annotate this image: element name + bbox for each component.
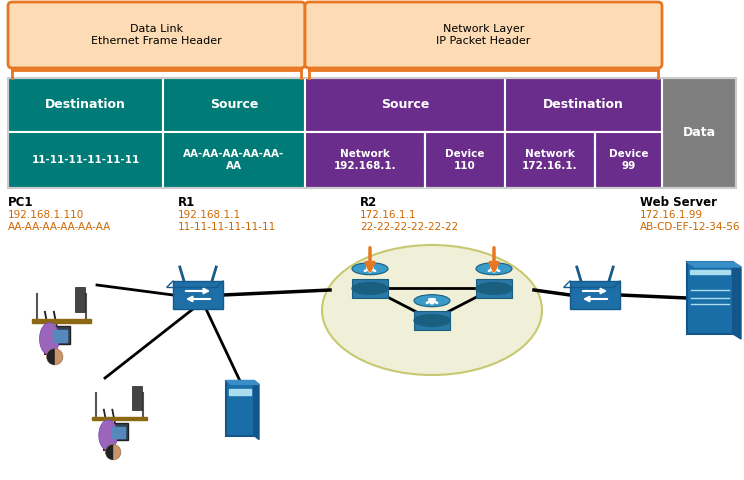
Polygon shape — [229, 388, 251, 395]
FancyBboxPatch shape — [8, 2, 305, 68]
Ellipse shape — [414, 295, 450, 307]
Wedge shape — [106, 444, 113, 460]
Ellipse shape — [99, 420, 118, 451]
Polygon shape — [733, 262, 741, 339]
Polygon shape — [687, 262, 741, 267]
Ellipse shape — [476, 263, 512, 275]
Text: Device
99: Device 99 — [609, 149, 648, 171]
Bar — [476, 278, 512, 299]
Bar — [425, 132, 505, 188]
Text: Data: Data — [682, 127, 716, 140]
Polygon shape — [226, 381, 259, 384]
Ellipse shape — [103, 428, 124, 436]
Ellipse shape — [44, 331, 65, 340]
Ellipse shape — [414, 314, 450, 326]
Text: Network
172.16.1.: Network 172.16.1. — [522, 149, 578, 171]
Wedge shape — [47, 348, 55, 365]
Polygon shape — [690, 270, 730, 274]
Bar — [163, 132, 305, 188]
Polygon shape — [92, 417, 147, 420]
FancyBboxPatch shape — [109, 423, 128, 440]
Bar — [505, 132, 595, 188]
Ellipse shape — [39, 323, 60, 355]
Ellipse shape — [476, 282, 512, 295]
Text: Device
110: Device 110 — [445, 149, 485, 171]
Text: Source: Source — [210, 98, 258, 111]
Text: Source: Source — [381, 98, 429, 111]
Bar — [8, 78, 736, 188]
FancyBboxPatch shape — [173, 281, 223, 309]
Text: PC1: PC1 — [8, 196, 33, 209]
Text: AB-CD-EF-12-34-56: AB-CD-EF-12-34-56 — [640, 222, 740, 232]
Text: Web Server: Web Server — [640, 196, 717, 209]
Circle shape — [106, 444, 121, 460]
Bar — [8, 78, 163, 132]
Polygon shape — [254, 381, 259, 440]
Ellipse shape — [322, 245, 542, 375]
Text: R1: R1 — [178, 196, 195, 209]
Bar — [305, 78, 505, 132]
Polygon shape — [32, 319, 91, 323]
Bar — [44, 333, 49, 355]
Text: 11-11-11-11-11-11: 11-11-11-11-11-11 — [31, 155, 140, 165]
Polygon shape — [53, 330, 68, 341]
Text: Destination: Destination — [45, 98, 126, 111]
Text: Network Layer
IP Packet Header: Network Layer IP Packet Header — [436, 24, 530, 46]
Bar — [305, 132, 425, 188]
Text: 192.168.1.110: 192.168.1.110 — [8, 210, 84, 220]
Bar — [595, 132, 662, 188]
FancyBboxPatch shape — [570, 281, 620, 309]
FancyBboxPatch shape — [226, 381, 254, 435]
Bar — [74, 287, 86, 312]
Text: AA-AA-AA-AA-AA-
AA: AA-AA-AA-AA-AA- AA — [183, 149, 285, 171]
Bar — [505, 78, 662, 132]
Bar — [163, 78, 305, 132]
Text: Network
192.168.1.: Network 192.168.1. — [334, 149, 397, 171]
Text: 192.168.1.1: 192.168.1.1 — [178, 210, 241, 220]
Bar — [662, 78, 736, 188]
Bar — [132, 386, 142, 410]
FancyBboxPatch shape — [687, 262, 733, 334]
FancyBboxPatch shape — [305, 2, 662, 68]
Bar — [103, 429, 108, 451]
Text: Destination: Destination — [543, 98, 624, 111]
Circle shape — [47, 348, 63, 365]
Polygon shape — [112, 427, 125, 438]
Bar — [8, 132, 163, 188]
Bar — [352, 278, 388, 299]
Bar — [414, 311, 450, 330]
Ellipse shape — [352, 263, 388, 275]
Ellipse shape — [352, 282, 388, 295]
Text: 172.16.1.1: 172.16.1.1 — [360, 210, 417, 220]
FancyBboxPatch shape — [51, 326, 70, 344]
Text: 172.16.1.99: 172.16.1.99 — [640, 210, 703, 220]
Text: 11-11-11-11-11-11: 11-11-11-11-11-11 — [178, 222, 276, 232]
Text: 22-22-22-22-22-22: 22-22-22-22-22-22 — [360, 222, 458, 232]
Text: AA-AA-AA-AA-AA-AA: AA-AA-AA-AA-AA-AA — [8, 222, 112, 232]
Text: Data Link
Ethernet Frame Header: Data Link Ethernet Frame Header — [91, 24, 222, 46]
Text: R2: R2 — [360, 196, 377, 209]
